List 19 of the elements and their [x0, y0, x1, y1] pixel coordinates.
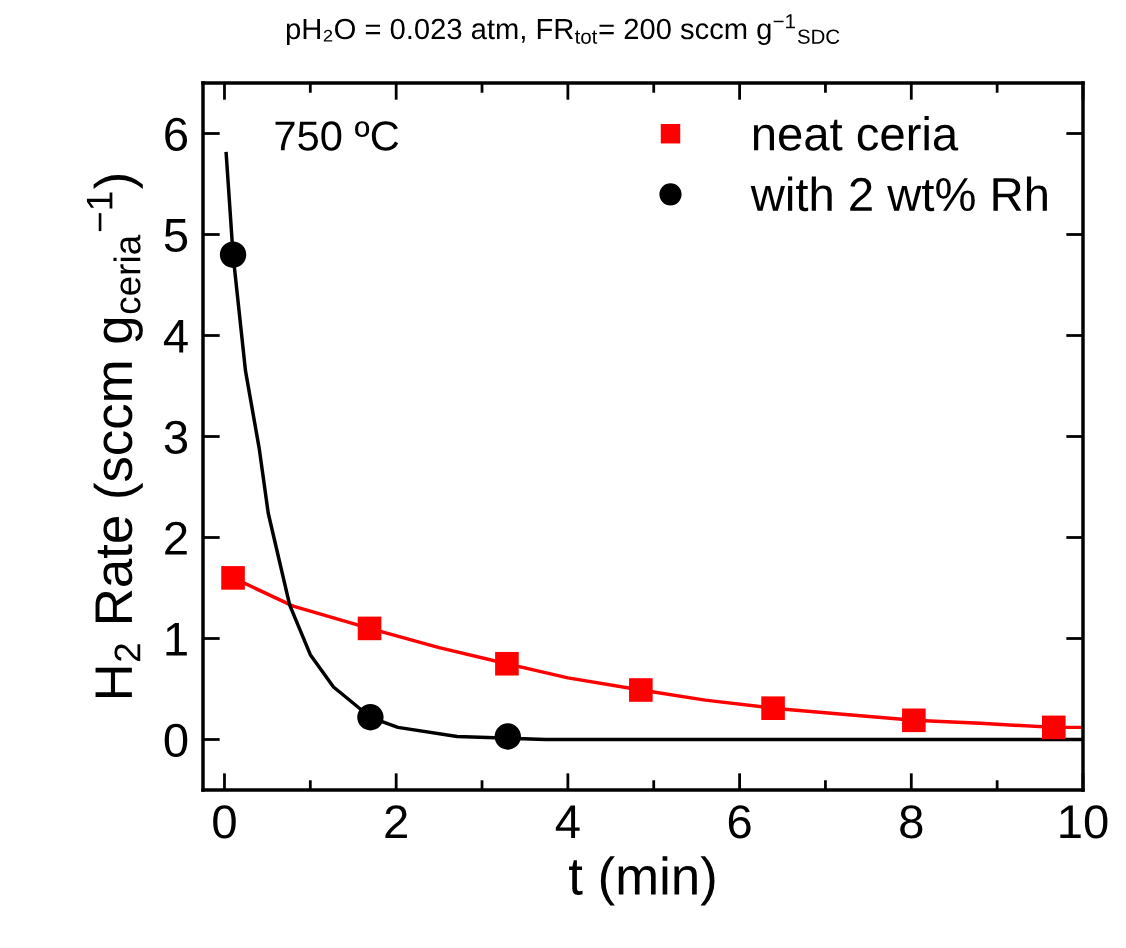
- y-tick-label: 5: [164, 219, 188, 253]
- y-tick-label: 2: [165, 521, 187, 555]
- x-tick-label: 2: [385, 805, 407, 839]
- x-tick-label: 4: [555, 805, 580, 839]
- x-tick-label: 6: [728, 805, 751, 839]
- chart-title: pH₂O = 0.023 atm, FR$_{tot}$= 200 sccm g$^{−1}$$_{SDC}$: [286, 14, 840, 46]
- annotation: 750 ºC: [275, 121, 399, 151]
- x-tick-label: 8: [900, 805, 923, 839]
- legend-label: with 2 wt% Rh: [750, 176, 1047, 212]
- y-tick-label: 1: [166, 623, 187, 656]
- y-tick-label: 6: [165, 117, 188, 152]
- legend-label: neat ceria: [753, 116, 959, 151]
- x-axis-title: t (min): [569, 856, 715, 906]
- y-tick-label: 3: [164, 420, 188, 455]
- x-tick-label: 0: [213, 805, 236, 839]
- x-tick-label: 10: [1060, 805, 1108, 839]
- y-tick-label: 0: [164, 723, 188, 758]
- y-tick-label: 4: [163, 320, 188, 353]
- y-axis-title: H$_{2}$ Rate (sccm g$_{ceria}$$^{−1}$): [86, 175, 143, 698]
